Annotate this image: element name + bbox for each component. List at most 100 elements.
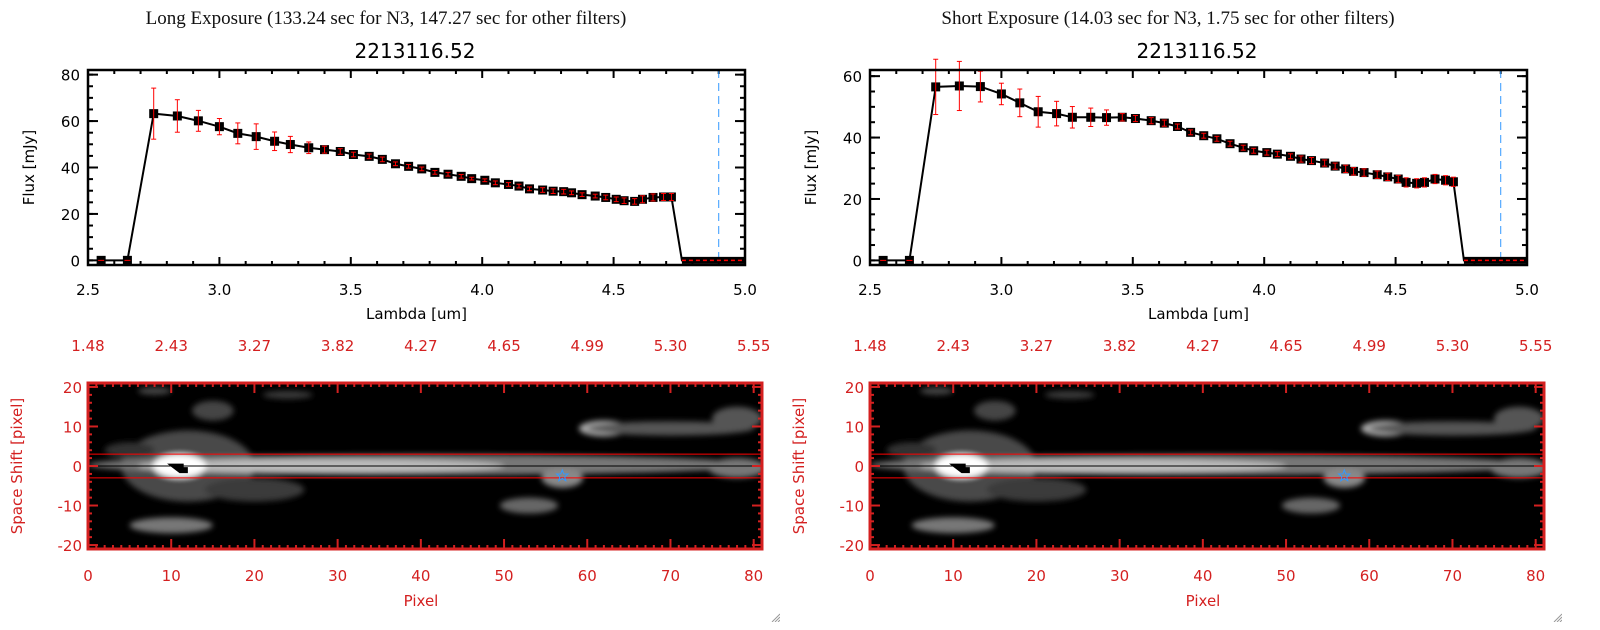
- x-tick-label: 2.5: [858, 281, 882, 299]
- x-tick-label: 30: [328, 567, 347, 585]
- top-wavelength-label: 3.82: [1103, 337, 1136, 355]
- x-tick-label: 80: [744, 567, 763, 585]
- top-wavelength-label: 5.55: [1519, 337, 1552, 355]
- plot-frame: [86, 68, 747, 267]
- y-tick-label: -10: [58, 498, 83, 516]
- object-id: 2213116.52: [1137, 39, 1258, 63]
- flux-line: [883, 84, 1527, 262]
- panel-title: Long Exposure (133.24 sec for N3, 147.27…: [146, 8, 627, 29]
- x-tick-label: 50: [495, 567, 514, 585]
- resize-grip-icon[interactable]: [770, 612, 780, 622]
- flux-line: [101, 112, 745, 262]
- x-tick-label: 3.0: [207, 281, 231, 299]
- y-tick-label: -20: [58, 537, 83, 555]
- top-wavelength-label: 5.55: [737, 337, 770, 355]
- top-wavelength-label: 4.99: [1353, 337, 1386, 355]
- plot-frame: [868, 68, 1529, 267]
- x-axis-label: Pixel: [1186, 592, 1221, 610]
- source-star-icon: [1337, 468, 1352, 482]
- image-feature: [886, 442, 937, 459]
- top-wavelength-label: 4.65: [1269, 337, 1302, 355]
- x-tick-label: 3.5: [339, 281, 363, 299]
- x-axis-label: Pixel: [404, 592, 439, 610]
- top-wavelength-label: 3.27: [1020, 337, 1053, 355]
- top-wavelength-label: 1.48: [71, 337, 104, 355]
- y-axis-label: Space Shift [pixel]: [790, 398, 808, 535]
- y-tick-label: 10: [63, 418, 82, 436]
- top-wavelength-label: 4.27: [404, 337, 437, 355]
- image-feature: [262, 390, 313, 399]
- x-tick-label: 40: [411, 567, 430, 585]
- top-wavelength-label: 4.65: [487, 337, 520, 355]
- flux-spectrum-plot: 2.5 3.0 3.5 4.0 4.5 5.0 0 20 40 60 80 Lambda [um] Fl…: [20, 67, 757, 323]
- y-tick-label: 0: [854, 458, 864, 476]
- image-feature: [129, 517, 213, 534]
- y-tick-label: 20: [63, 379, 82, 397]
- y-tick-label: 60: [843, 68, 862, 86]
- x-tick-label: 60: [1360, 567, 1379, 585]
- x-tick-label: 4.0: [470, 281, 494, 299]
- x-tick-label: 3.0: [989, 281, 1013, 299]
- image-feature: [911, 517, 995, 534]
- x-tick-label: 20: [245, 567, 264, 585]
- y-tick-label: 0: [72, 458, 82, 476]
- y-tick-label: 40: [843, 130, 862, 148]
- top-wavelength-label: 5.30: [1436, 337, 1469, 355]
- panel-short-exposure: Short Exposure (14.03 sec for N3, 1.75 s…: [790, 8, 1552, 610]
- image-feature: [204, 477, 305, 502]
- panel-long-exposure: Long Exposure (133.24 sec for N3, 147.27…: [8, 8, 770, 610]
- object-id: 2213116.52: [355, 39, 476, 63]
- image-feature: [1369, 421, 1536, 436]
- top-wavelength-label: 5.30: [654, 337, 687, 355]
- image-feature: [499, 497, 559, 514]
- x-tick-label: 20: [1027, 567, 1046, 585]
- spectral-image-plot: 0 1.48 10 2.43 20 3.27 30 3.82 40 4.27 50 4.65 60 4.9…: [790, 337, 1552, 610]
- x-axis-label: Lambda [um]: [366, 305, 467, 323]
- y-tick-label: 60: [61, 113, 80, 131]
- x-tick-label: 0: [83, 567, 93, 585]
- image-feature: [137, 386, 172, 395]
- y-tick-label: 10: [845, 418, 864, 436]
- top-wavelength-label: 4.27: [1186, 337, 1219, 355]
- x-tick-label: 5.0: [1515, 281, 1539, 299]
- x-tick-label: 10: [162, 567, 181, 585]
- y-tick-label: 20: [843, 191, 862, 209]
- x-tick-label: 3.5: [1121, 281, 1145, 299]
- image-feature: [712, 406, 762, 431]
- image-feature: [1489, 458, 1544, 478]
- y-axis-label: Flux [mJy]: [802, 130, 820, 206]
- x-tick-label: 50: [1277, 567, 1296, 585]
- x-tick-label: 5.0: [733, 281, 757, 299]
- spectral-image-plot: 0 1.48 10 2.43 20 3.27 30 3.82 40 4.27 50 4.65 60 4.9…: [8, 337, 770, 610]
- x-tick-label: 80: [1526, 567, 1545, 585]
- top-wavelength-label: 3.82: [321, 337, 354, 355]
- x-tick-label: 4.5: [602, 281, 626, 299]
- y-tick-label: -10: [840, 498, 865, 516]
- panel-title: Short Exposure (14.03 sec for N3, 1.75 s…: [941, 8, 1394, 29]
- top-wavelength-label: 1.48: [853, 337, 886, 355]
- flux-spectrum-plot: 2.5 3.0 3.5 4.0 4.5 5.0 0 20 40 60 Lambda [um] Flux…: [802, 58, 1539, 323]
- x-tick-label: 30: [1110, 567, 1129, 585]
- y-axis-label: Space Shift [pixel]: [8, 398, 26, 535]
- image-feature: [986, 477, 1087, 502]
- top-wavelength-label: 3.27: [238, 337, 271, 355]
- x-tick-label: 40: [1193, 567, 1212, 585]
- image-feature: [974, 400, 1016, 421]
- x-tick-label: 60: [578, 567, 597, 585]
- image-feature: [1044, 390, 1095, 399]
- x-tick-label: 4.5: [1384, 281, 1408, 299]
- x-tick-label: 70: [1443, 567, 1462, 585]
- image-feature: [1281, 497, 1341, 514]
- y-tick-label: 20: [845, 379, 864, 397]
- source-star-icon: [555, 468, 570, 482]
- y-tick-label: 0: [852, 252, 862, 270]
- image-feature: [919, 386, 954, 395]
- resize-grip-icon[interactable]: [1552, 612, 1562, 622]
- x-axis-label: Lambda [um]: [1148, 305, 1249, 323]
- dispersed-image: [870, 383, 1544, 549]
- image-feature: [192, 400, 234, 421]
- image-feature: [104, 442, 155, 459]
- image-feature: [587, 421, 754, 436]
- top-wavelength-label: 4.99: [571, 337, 604, 355]
- y-tick-label: -20: [840, 537, 865, 555]
